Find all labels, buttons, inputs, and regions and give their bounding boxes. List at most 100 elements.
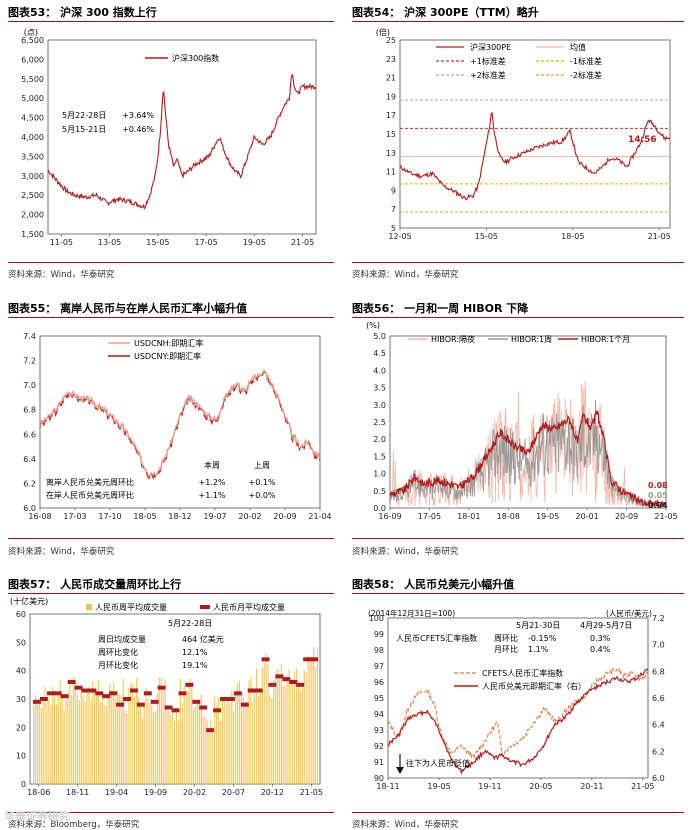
c57-ytick: 60 (16, 610, 26, 619)
c54-ytick: 7 (391, 205, 396, 214)
c57-bar-monthly (220, 697, 228, 701)
c56-ytick: 0.0 (373, 504, 386, 513)
c57-bar-weekly (107, 694, 109, 784)
chart53-title-rule (8, 21, 334, 22)
c57-bar-weekly (67, 692, 69, 784)
c57-bar-monthly (102, 694, 111, 699)
c57-ytick: 40 (16, 667, 26, 676)
c57-ytick: 50 (16, 638, 26, 647)
c58-legend-label-cfets: CFETS人民币汇率指数 (482, 668, 563, 678)
c57-bar-weekly (177, 720, 180, 784)
c53-ylabel: (点) (24, 28, 38, 37)
c57-bar-weekly (90, 700, 92, 784)
c57-bar-weekly (93, 691, 96, 784)
c57-bar-weekly (286, 675, 288, 784)
c57-bar-weekly (42, 698, 44, 784)
c58-ytick: 100 (369, 614, 384, 623)
c57-bar-weekly (170, 714, 172, 784)
c57-bar-weekly (99, 701, 101, 784)
c57-bar-monthly (136, 702, 145, 707)
c56-ytick: 3.5 (373, 384, 386, 393)
c57-bar-monthly (171, 708, 180, 713)
c57-bar-weekly (185, 690, 187, 784)
c57-bar-weekly (189, 678, 191, 784)
c57-bar-weekly (160, 677, 162, 784)
c56-ytick: 4.5 (373, 349, 386, 358)
c54-xtick: 15-05 (475, 232, 498, 241)
c55-table-row-label: 离岸人民币兑美元周环比 (46, 477, 134, 487)
c58-table-this: 1.1% (528, 645, 549, 654)
c57-bar-weekly (206, 719, 208, 784)
c55-table-last: +0.1% (248, 478, 275, 487)
c56-xtick: 18-08 (497, 512, 520, 521)
c57-note-label: 周环比变化 (98, 647, 138, 657)
c57-bar-weekly (156, 692, 159, 784)
c57-bar-weekly (50, 706, 52, 784)
c57-bar-weekly (172, 710, 174, 784)
c56-xtick: 21-05 (654, 512, 677, 521)
c57-bar-weekly (282, 686, 284, 784)
c57-bar-weekly (145, 688, 147, 784)
c55-xtick: 21-04 (308, 512, 331, 521)
c54-last-value: 14.56 (628, 135, 656, 145)
c55-xtick: 20-02 (238, 512, 261, 521)
c57-bar-weekly (290, 679, 292, 784)
c58-ytick: 93 (374, 726, 384, 735)
c57-xtick: 20-07 (222, 788, 245, 797)
chart56-bottom-rule (352, 538, 684, 539)
c57-bar-weekly (296, 668, 298, 784)
c57-bar-monthly (88, 688, 97, 693)
c54-legend-label: -1标准差 (570, 56, 602, 66)
c53-xtick: 17-05 (194, 238, 217, 247)
chart57-bottom-rule (8, 812, 334, 813)
c57-bar-weekly (113, 682, 115, 784)
c53-ytick: 6,500 (21, 36, 44, 45)
c57-bar-monthly (206, 728, 215, 733)
c57-bar-weekly (103, 704, 105, 784)
c57-bar-weekly (147, 698, 149, 784)
c57-bar-weekly (219, 720, 221, 784)
c53-ytick: 4,000 (21, 133, 44, 142)
c57-bar-monthly (282, 677, 291, 682)
c55-xtick: 19-07 (203, 512, 226, 521)
c55-xtick: 20-09 (273, 512, 296, 521)
c57-bar-monthly (53, 691, 62, 696)
chart55-title-rule (8, 317, 334, 318)
c55-xtick: 18-05 (133, 512, 156, 521)
c57-bar-weekly (236, 683, 239, 784)
c54-ytick: 11 (386, 168, 396, 177)
c57-bar-weekly (263, 662, 265, 784)
c53-xtick: 21-05 (291, 238, 314, 247)
c57-bar-weekly (221, 701, 223, 784)
c57-bar-monthly (164, 705, 173, 710)
c56-ylabel: (%) (366, 321, 380, 330)
chart54-bottom-rule (352, 262, 684, 263)
c55-legend-label-cny: USDCNY:即期汇率 (134, 351, 201, 361)
c53-xtick: 13-05 (98, 238, 121, 247)
c57-bar-weekly (235, 691, 237, 784)
c53-ytick: 5,500 (21, 75, 44, 84)
chart57-title-rule (8, 593, 334, 594)
c55-table-last: +0.0% (248, 491, 275, 500)
c57-bar-weekly (40, 708, 42, 784)
c57-xtick: 18-11 (66, 788, 89, 797)
c57-note-value: 19.1% (182, 661, 208, 670)
c56-xtick: 20-01 (576, 512, 599, 521)
c54-ytick: 25 (386, 36, 396, 45)
c57-bar-weekly (257, 696, 260, 784)
c58-xtick: 19-11 (478, 782, 501, 791)
c57-bar-weekly (227, 698, 229, 784)
c57-bar-weekly (196, 700, 199, 784)
c57-bar-weekly (193, 708, 195, 784)
c57-ylabel: (十亿美元) (10, 596, 48, 606)
c57-ytick: 10 (16, 752, 26, 761)
c57-bar-weekly (143, 705, 145, 784)
c57-bar-monthly (143, 691, 152, 696)
c58-ytick: 96 (374, 678, 384, 687)
c57-bar-weekly (242, 697, 244, 784)
c53-ytick: 6,000 (21, 55, 44, 64)
c58-xtick: 19-05 (427, 782, 450, 791)
c57-bar-monthly (247, 688, 256, 693)
c57-bar-monthly (268, 682, 277, 687)
chart56-hibor: (%) 0.0 0.5 1.0 1.5 2.0 2.5 3.0 3.5 4.0 4.5 5.0 16-0… (366, 321, 677, 521)
